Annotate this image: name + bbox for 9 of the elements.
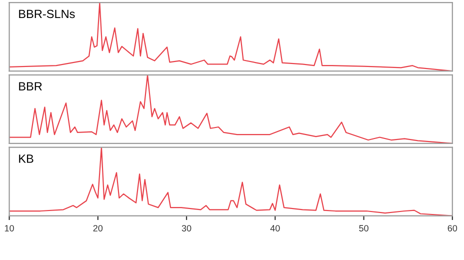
x-tick-label: 30 — [182, 225, 192, 232]
x-tick-label: 40 — [270, 225, 280, 232]
x-tick-label: 20 — [93, 225, 103, 232]
x-tick-label: 50 — [359, 225, 368, 232]
x-tick-label: 60 — [448, 225, 458, 232]
chart-title: KB — [19, 154, 34, 163]
chart-title: BBR-SLNs — [19, 10, 75, 18]
x-tick-label: 10 — [4, 225, 14, 232]
chart-title: BBR — [19, 82, 42, 90]
